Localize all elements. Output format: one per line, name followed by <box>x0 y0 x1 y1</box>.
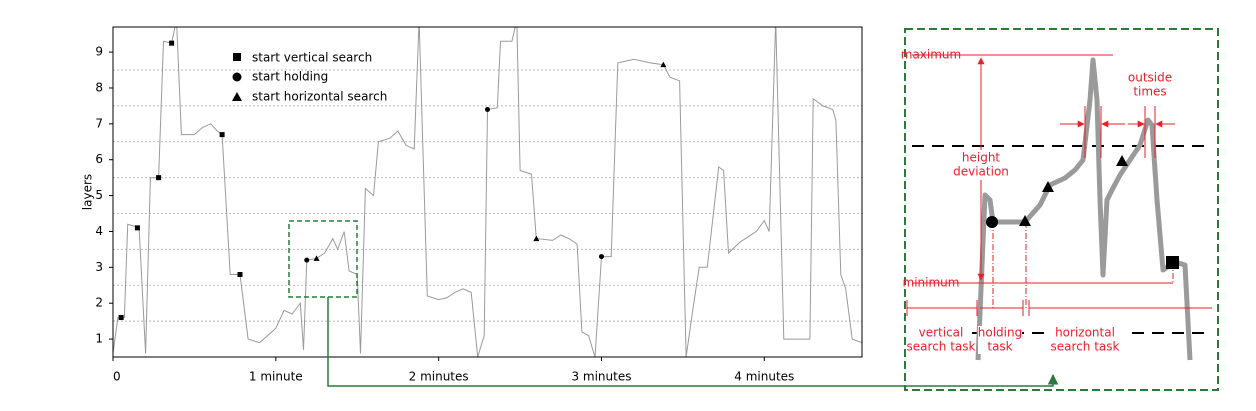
outside-label: outside <box>1128 71 1172 85</box>
data-layer <box>113 27 862 357</box>
y-tick-label: 7 <box>95 116 103 130</box>
legend-triangle <box>232 92 242 101</box>
vertical-search-marker <box>169 40 175 46</box>
plot: 1 2 3 4 5 6 7 8 9 0 1 minute 2 minutes 3 minutes 4 mi… <box>95 27 862 384</box>
example-triangle <box>1019 215 1031 226</box>
x-tick-label: 3 minutes <box>571 370 631 384</box>
vertical-search-marker <box>156 175 162 181</box>
y-tick-label: 3 <box>95 260 103 274</box>
phase-brackets <box>906 300 1212 316</box>
inset-frame <box>904 28 1219 391</box>
y-tick-label: 2 <box>95 296 103 310</box>
legend-square <box>233 53 241 61</box>
phase-label: horizontal <box>1055 326 1115 340</box>
outside-label: times <box>1133 85 1166 99</box>
plot-frame <box>112 26 863 358</box>
holding-marker <box>598 254 604 260</box>
legend: start vertical search start holding star… <box>232 51 387 104</box>
x-tick-label: 4 minutes <box>734 370 794 384</box>
horizontal-search-marker <box>313 255 320 261</box>
horizontal-search-marker <box>533 235 540 242</box>
x-tick-label: 1 minute <box>249 370 303 384</box>
holding-marker <box>485 107 490 112</box>
label-bg <box>978 326 1022 354</box>
phase-label: search task <box>1051 340 1120 354</box>
vertical-search-marker <box>134 225 140 231</box>
y-axis-label: layers <box>81 174 95 210</box>
vertical-search-marker <box>219 132 225 138</box>
height-label: deviation <box>953 165 1009 179</box>
example-circle <box>986 216 998 228</box>
x-tick-label: 2 minutes <box>409 370 469 384</box>
legend-label: start vertical search <box>252 51 372 65</box>
y-tick-label: 5 <box>95 188 103 202</box>
height-label: height <box>962 151 1001 165</box>
horizontal-search-marker <box>660 61 667 68</box>
inset: height deviation maximum minimum outside… <box>901 28 1219 391</box>
y-tick-label: 1 <box>95 332 103 346</box>
y-tick-label: 4 <box>95 224 103 238</box>
trace-line <box>113 27 862 357</box>
label-bg <box>943 150 1019 180</box>
label-bg <box>1044 326 1126 354</box>
example-triangle <box>1116 155 1128 166</box>
y-tick-label: 6 <box>95 152 103 166</box>
vertical-search-marker <box>237 272 243 277</box>
example-trace <box>975 57 1193 361</box>
y-tick-label: 8 <box>95 80 103 94</box>
holding-marker <box>304 257 310 263</box>
legend-label: start holding <box>252 70 328 84</box>
legend-circle <box>232 72 242 82</box>
phase-dividers <box>992 222 1174 310</box>
min-label: minimum <box>903 276 960 290</box>
label-bg <box>912 326 970 354</box>
max-label: maximum <box>901 48 961 62</box>
phase-label: vertical <box>919 326 964 340</box>
phase-label: holding <box>978 326 1022 340</box>
phase-label: search task <box>907 340 976 354</box>
vertical-search-marker <box>118 315 124 321</box>
y-tick-label: 9 <box>95 45 103 59</box>
phase-label: task <box>987 340 1012 354</box>
x-tick-label: 0 <box>113 370 121 384</box>
example-triangle <box>1042 181 1054 192</box>
connector-arrow <box>327 297 1059 387</box>
zoom-box <box>288 220 358 298</box>
legend-label: start horizontal search <box>252 90 387 104</box>
example-square <box>1166 256 1179 269</box>
